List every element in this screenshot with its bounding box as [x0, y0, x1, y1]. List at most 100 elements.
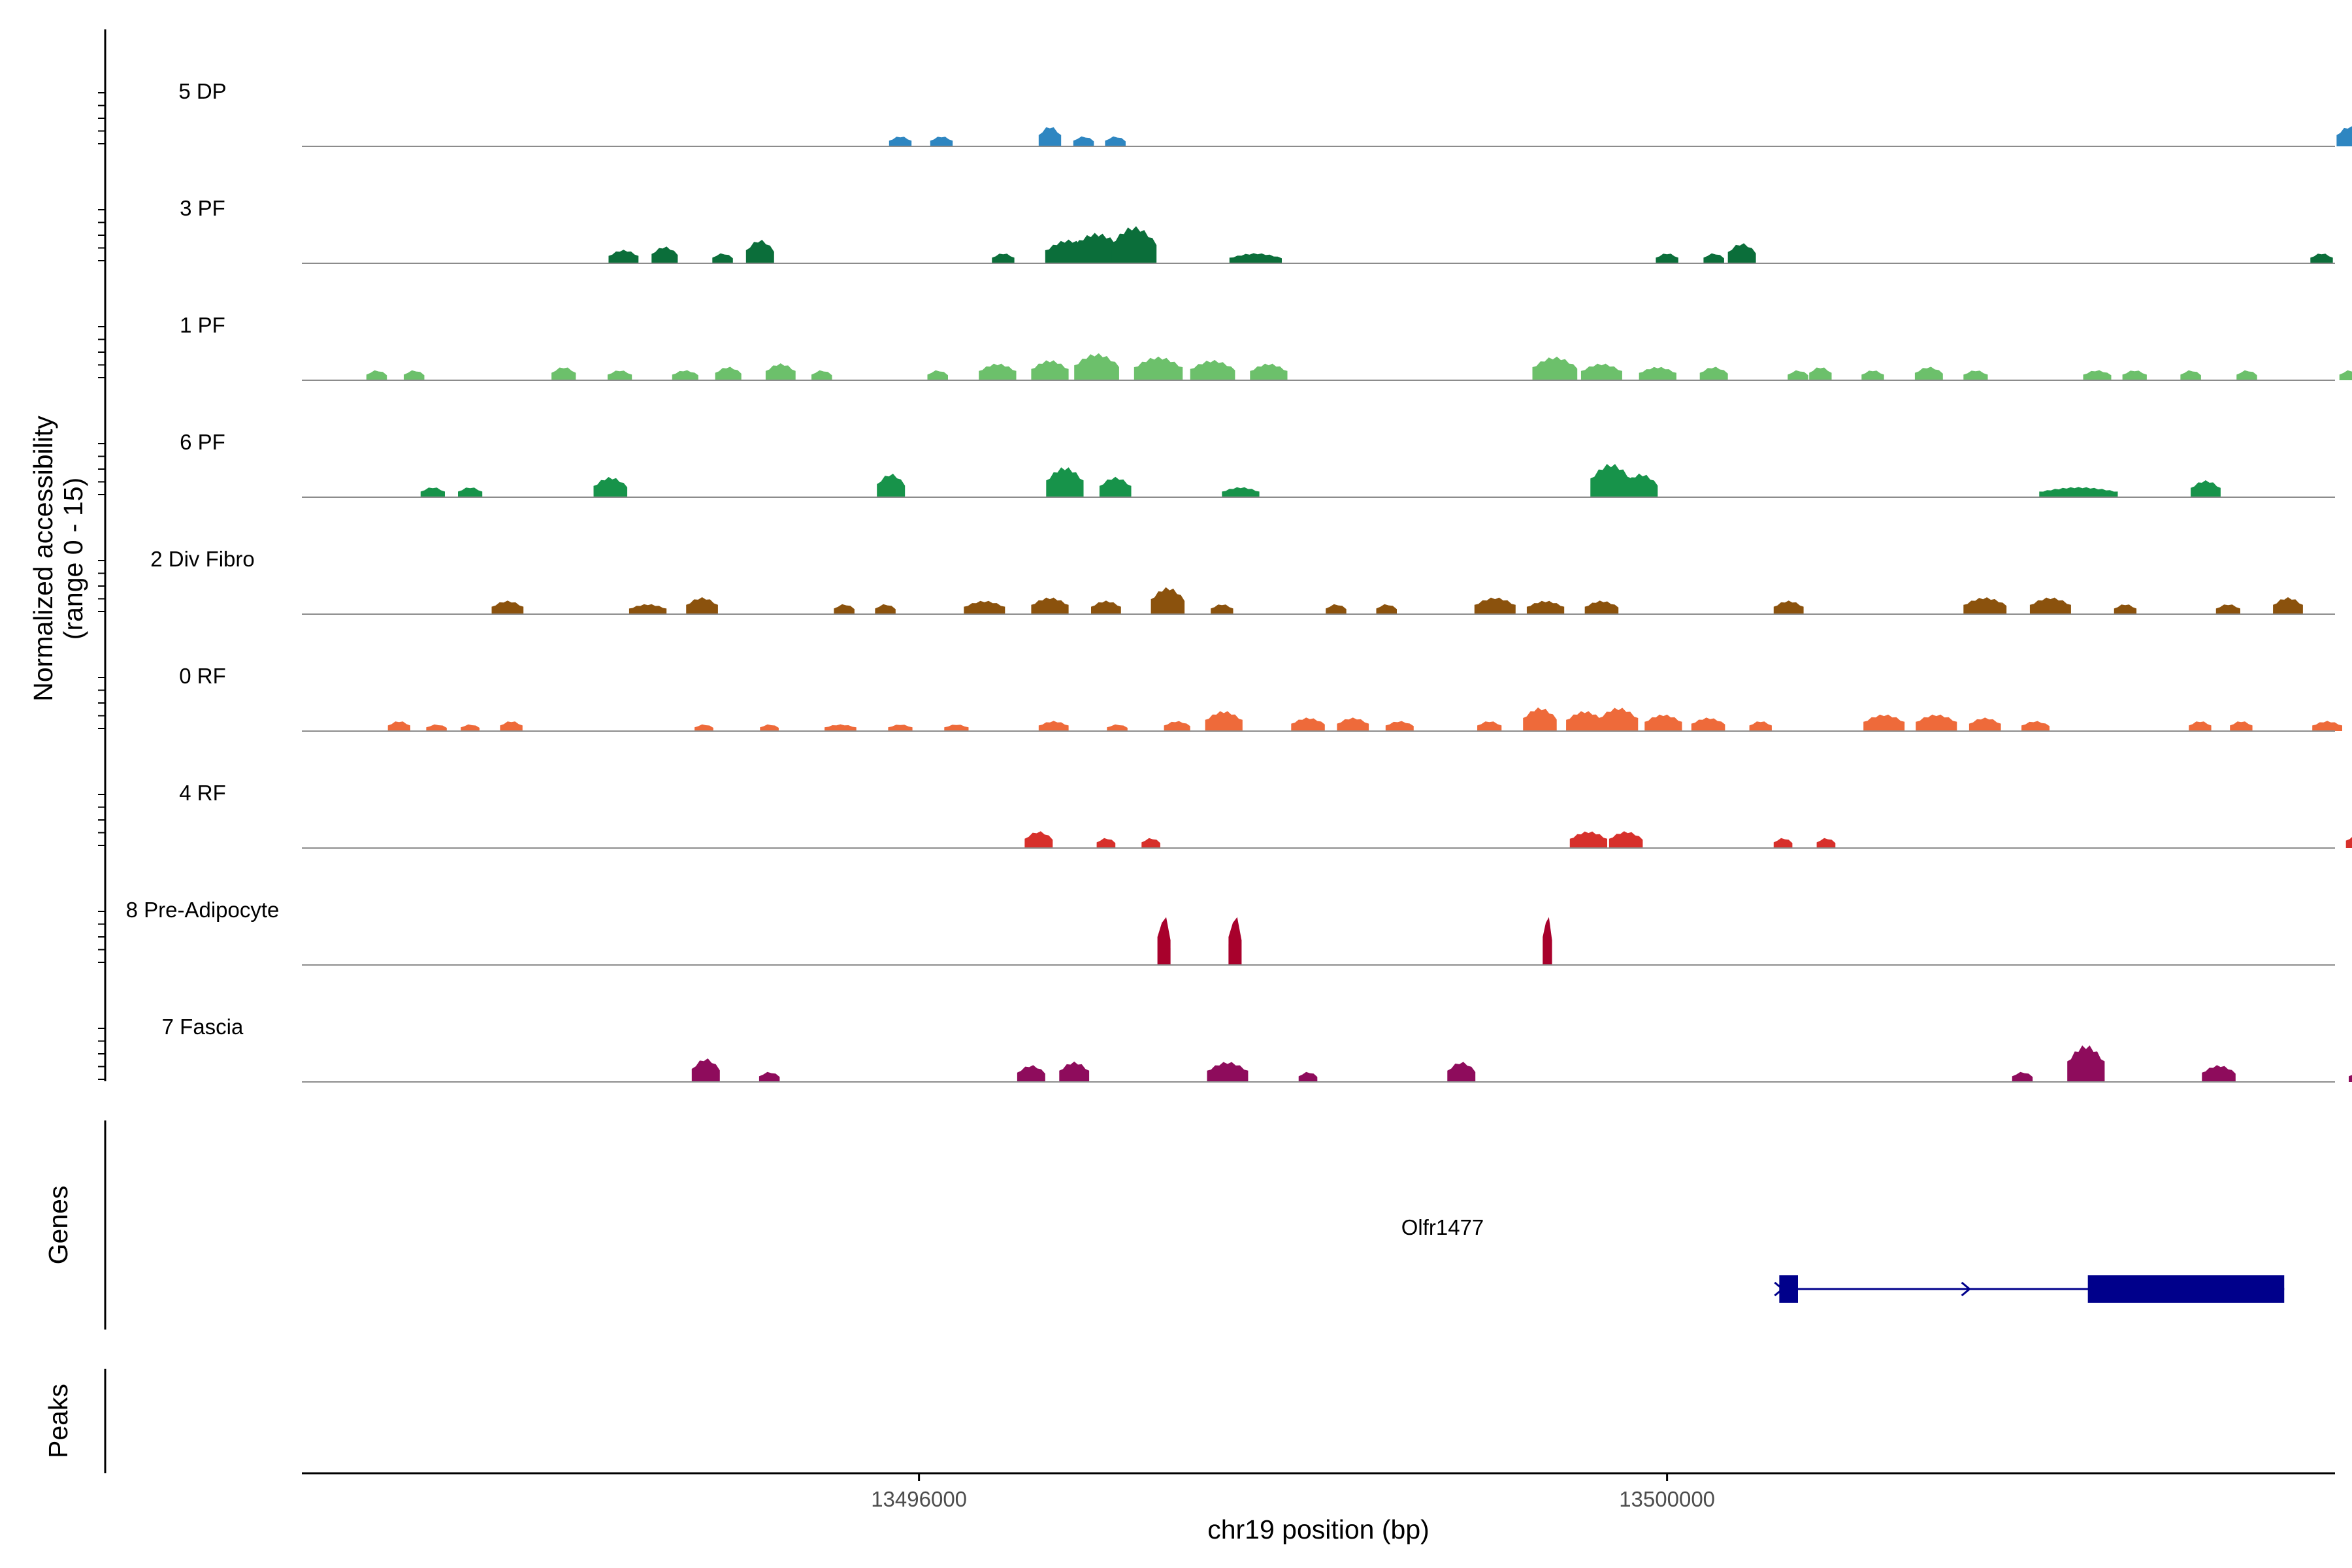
coverage-peak — [420, 487, 445, 497]
coverage-peak — [1727, 243, 1756, 263]
coverage-peak — [651, 246, 678, 263]
coverage-peak — [691, 1058, 720, 1082]
coverage-peak — [608, 250, 639, 263]
genes-panel: Olfr1477 — [1401, 1215, 2285, 1303]
track-4: 2 Div Fibro — [150, 547, 2335, 615]
coverage-peak — [2029, 597, 2071, 614]
coverage-peak — [1071, 233, 1122, 263]
coverage-peak — [608, 370, 632, 380]
coverage-peak — [1624, 473, 1658, 497]
coverage-peak — [1691, 717, 1725, 731]
coverage-peak — [2336, 126, 2352, 146]
track-label: 7 Fascia — [162, 1015, 244, 1039]
coverage-peak — [712, 253, 733, 263]
track-0: 5 DP — [178, 79, 2352, 147]
coverage-peak — [1590, 464, 1632, 497]
coverage-peak — [834, 604, 855, 614]
coverage-peak — [500, 721, 523, 731]
coverage-peak — [825, 724, 857, 731]
coverage-peak — [2349, 1075, 2352, 1082]
coverage-peak — [1228, 917, 1242, 965]
coverage-peak — [1566, 711, 1604, 731]
coverage-peak — [1207, 1062, 1249, 1082]
coverage-peak — [765, 363, 796, 380]
coverage-peak — [1164, 721, 1190, 731]
coverage-peak — [1073, 136, 1094, 146]
coverage-peak — [1211, 604, 1233, 614]
coverage-peak — [1749, 721, 1772, 731]
y-axis-title-line2: (range 0 - 15) — [58, 478, 88, 640]
coverage-peak — [1059, 1061, 1090, 1082]
coverage-peak — [1914, 367, 1943, 380]
coverage-peak — [1916, 714, 1957, 731]
coverage-peak — [458, 487, 483, 497]
coverage-peak — [2067, 1045, 2105, 1082]
coverage-peak — [1609, 831, 1643, 848]
coverage-peak — [1031, 597, 1069, 614]
track-label: 2 Div Fibro — [150, 547, 255, 571]
gene-label: Olfr1477 — [1401, 1215, 1484, 1239]
coverage-peak — [1074, 353, 1119, 380]
peaks-panel-label: Peaks — [43, 1384, 73, 1458]
coverage-peak — [759, 1071, 780, 1082]
coverage-peak — [629, 604, 667, 614]
coverage-peak — [1809, 367, 1832, 380]
coverage-peak — [1038, 127, 1062, 146]
coverage-peak — [1024, 831, 1053, 848]
track-6: 4 RF — [179, 781, 2352, 849]
coverage-peak — [888, 725, 913, 731]
coverage-peak — [930, 137, 953, 146]
track-8: 7 Fascia — [162, 1015, 2352, 1083]
coverage-peak — [1968, 717, 2001, 731]
coverage-peak — [1376, 604, 1397, 614]
coverage-peak — [1773, 838, 1793, 848]
coverage-peak — [979, 363, 1017, 380]
coverage-peak — [366, 370, 387, 380]
coverage-peak — [1474, 597, 1516, 614]
coverage-peak — [1644, 714, 1682, 731]
coverage-peak — [1229, 253, 1282, 263]
coverage-tracks: 5 DP 3 PF 1 PF 6 PF 2 Div Fibro 0 RF 4 RF 8 Pre… — [126, 79, 2352, 1083]
coverage-peak — [1141, 838, 1160, 848]
coverage-peak — [1222, 487, 1260, 497]
coverage-peak — [992, 253, 1015, 263]
coverage-peak — [1134, 356, 1183, 380]
coverage-peak — [694, 724, 713, 731]
coverage-peak — [1599, 708, 1639, 731]
coverage-peak — [2114, 604, 2137, 614]
strand-arrow — [1774, 1281, 1784, 1297]
coverage-peak — [1205, 711, 1243, 731]
coverage-peak — [1656, 253, 1678, 263]
coverage-peak — [1031, 360, 1069, 380]
coverage-peak — [1326, 604, 1347, 614]
coverage-peak — [1111, 226, 1157, 263]
coverage-peak — [1298, 1071, 1318, 1082]
coverage-peak — [1863, 714, 1905, 731]
coverage-peak — [1569, 831, 1608, 848]
coverage-peak — [1096, 838, 1116, 848]
coverage-peak — [811, 370, 832, 380]
coverage-peak — [2215, 604, 2240, 614]
x-tick-label: 13496000 — [871, 1487, 967, 1511]
coverage-peak — [426, 724, 447, 731]
coverage-peak — [1099, 476, 1132, 497]
coverage-peak — [1773, 600, 1804, 614]
track-label: 4 RF — [179, 781, 226, 805]
coverage-peak — [2189, 721, 2212, 731]
track-label: 8 Pre-Adipocyte — [126, 898, 280, 922]
coverage-peak — [2345, 837, 2352, 848]
coverage-peak — [1532, 356, 1578, 380]
track-3: 6 PF — [180, 430, 2335, 498]
coverage-peak — [2122, 370, 2147, 380]
coverage-peak — [1543, 917, 1552, 965]
track-label: 1 PF — [180, 313, 225, 337]
coverage-peak — [1090, 600, 1121, 614]
coverage-peak — [1017, 1065, 1045, 1082]
genes-panel-label: Genes — [43, 1186, 73, 1265]
track-label: 3 PF — [180, 196, 225, 220]
gene-exon — [2087, 1275, 2285, 1303]
coverage-peak — [1038, 721, 1069, 731]
coverage-peak — [2202, 1065, 2236, 1082]
coverage-peak — [2273, 597, 2303, 614]
coverage-peak — [1477, 721, 1502, 731]
